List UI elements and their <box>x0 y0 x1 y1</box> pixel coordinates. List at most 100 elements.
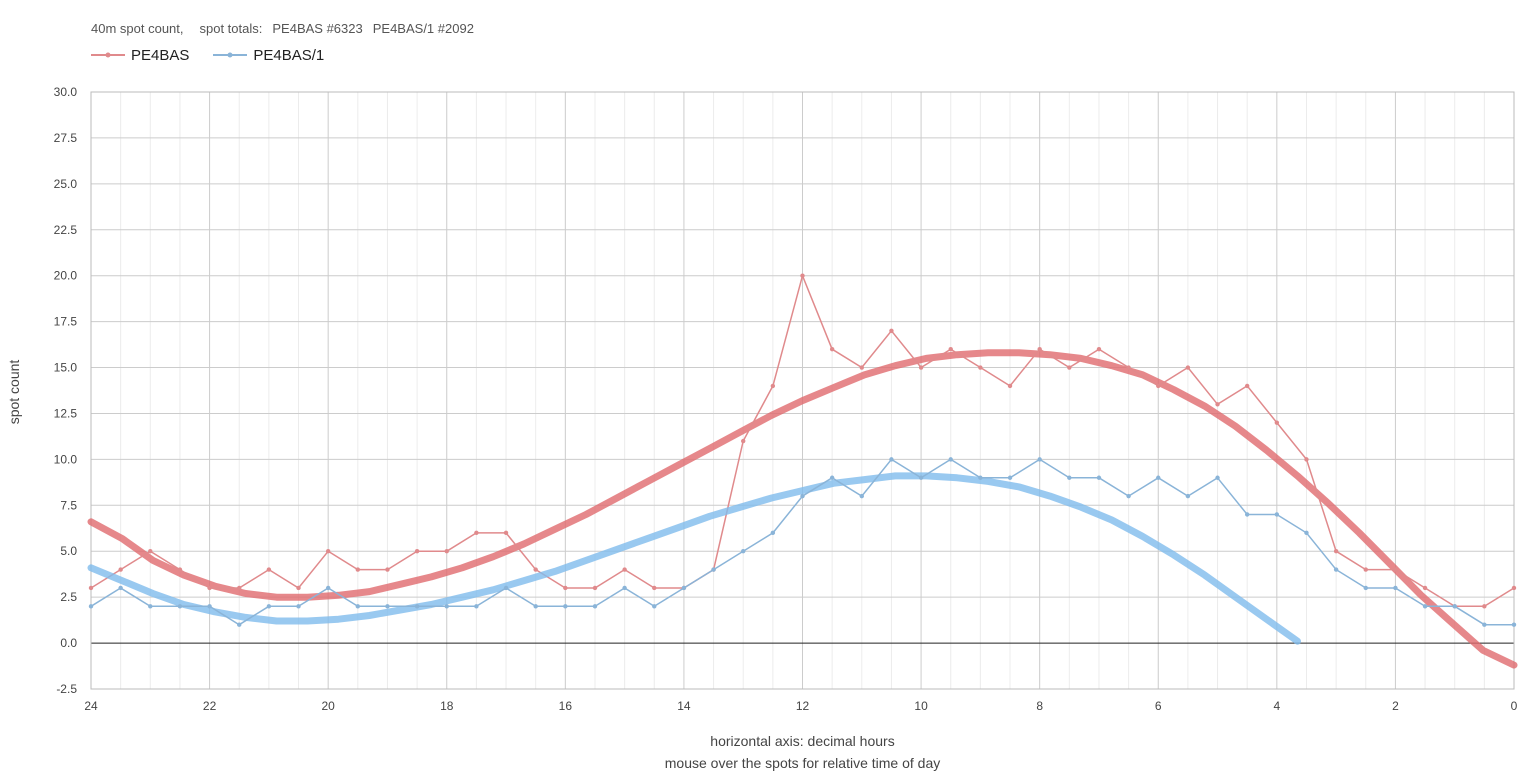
data-point[interactable] <box>444 604 449 609</box>
data-point[interactable] <box>770 530 776 536</box>
data-point[interactable] <box>177 567 183 572</box>
data-point[interactable] <box>1215 402 1220 407</box>
data-point[interactable] <box>1126 365 1131 370</box>
data-point[interactable] <box>978 475 983 480</box>
data-point[interactable] <box>1363 567 1368 572</box>
data-point[interactable] <box>1274 420 1280 425</box>
data-point[interactable] <box>118 585 123 591</box>
data-point[interactable] <box>1511 585 1517 591</box>
data-point[interactable] <box>622 585 627 591</box>
data-point[interactable] <box>1422 604 1428 609</box>
data-point[interactable] <box>948 346 953 352</box>
data-point[interactable] <box>592 585 598 591</box>
data-point[interactable] <box>1363 585 1368 591</box>
data-point[interactable] <box>918 365 924 370</box>
data-point[interactable] <box>741 549 746 554</box>
data-point[interactable] <box>563 585 568 591</box>
data-point[interactable] <box>1244 512 1250 517</box>
data-point[interactable] <box>622 567 627 572</box>
data-point[interactable] <box>444 549 449 554</box>
data-point[interactable] <box>1511 622 1517 627</box>
data-point[interactable] <box>800 273 805 278</box>
data-point[interactable] <box>889 328 894 333</box>
data-point[interactable] <box>1244 383 1250 389</box>
data-point[interactable] <box>859 493 864 499</box>
data-point[interactable] <box>1393 585 1398 591</box>
data-point[interactable] <box>829 475 835 480</box>
data-point[interactable] <box>652 604 657 609</box>
data-point[interactable] <box>148 549 153 554</box>
data-point[interactable] <box>118 567 123 572</box>
data-point[interactable] <box>325 585 331 591</box>
data-point[interactable] <box>1067 475 1072 480</box>
data-point[interactable] <box>1067 365 1072 370</box>
data-point[interactable] <box>711 567 716 572</box>
data-point[interactable] <box>1452 604 1457 609</box>
data-point[interactable] <box>681 585 687 591</box>
data-point[interactable] <box>1333 549 1339 554</box>
data-point[interactable] <box>88 585 94 591</box>
data-point[interactable] <box>1096 475 1102 480</box>
data-point[interactable] <box>266 604 272 609</box>
data-point[interactable] <box>533 567 538 572</box>
data-point[interactable] <box>1274 512 1280 517</box>
data-point[interactable] <box>414 604 420 609</box>
data-point[interactable] <box>177 604 183 609</box>
data-point[interactable] <box>237 585 242 591</box>
data-point[interactable] <box>978 365 983 370</box>
series-pe4bas-1[interactable] <box>87 457 1517 645</box>
data-point[interactable] <box>1007 383 1013 389</box>
data-point[interactable] <box>1482 604 1487 609</box>
data-point[interactable] <box>1037 457 1042 462</box>
data-point[interactable] <box>1156 475 1161 480</box>
data-point[interactable] <box>385 567 390 572</box>
data-point[interactable] <box>474 604 479 609</box>
data-point[interactable] <box>1422 585 1428 591</box>
data-point[interactable] <box>918 475 924 480</box>
data-point[interactable] <box>948 457 953 462</box>
data-point[interactable] <box>148 604 153 609</box>
data-point[interactable] <box>1185 493 1191 499</box>
data-point[interactable] <box>1482 622 1487 627</box>
data-point[interactable] <box>1156 383 1161 389</box>
data-point[interactable] <box>385 604 390 609</box>
data-point[interactable] <box>592 604 598 609</box>
data-point[interactable] <box>237 622 242 627</box>
data-point[interactable] <box>207 604 212 609</box>
data-point[interactable] <box>1304 530 1309 536</box>
data-point[interactable] <box>1037 346 1042 352</box>
series-pe4bas[interactable] <box>87 273 1518 669</box>
data-point[interactable] <box>770 383 776 389</box>
legend-item-pe4bas[interactable]: PE4BAS <box>91 46 189 64</box>
data-point[interactable] <box>474 530 479 536</box>
data-point[interactable] <box>414 549 420 554</box>
data-point[interactable] <box>88 604 94 609</box>
data-point[interactable] <box>1126 493 1131 499</box>
data-point[interactable] <box>859 365 864 370</box>
data-point[interactable] <box>741 438 746 444</box>
series-layer[interactable] <box>87 273 1518 669</box>
data-point[interactable] <box>266 567 272 572</box>
data-point[interactable] <box>829 346 835 352</box>
data-point[interactable] <box>355 604 361 609</box>
data-point[interactable] <box>563 604 568 609</box>
data-point[interactable] <box>533 604 538 609</box>
data-point[interactable] <box>503 530 509 536</box>
data-point[interactable] <box>296 604 301 609</box>
legend-item-pe4bas1[interactable]: PE4BAS/1 <box>213 46 324 64</box>
data-point[interactable] <box>1393 567 1398 572</box>
data-point[interactable] <box>325 549 331 554</box>
data-point[interactable] <box>1096 346 1102 352</box>
data-point[interactable] <box>1333 567 1339 572</box>
data-point[interactable] <box>355 567 361 572</box>
data-point[interactable] <box>1007 475 1013 480</box>
data-point[interactable] <box>207 585 212 591</box>
data-point[interactable] <box>652 585 657 591</box>
data-point[interactable] <box>1304 457 1309 462</box>
data-point[interactable] <box>889 457 894 462</box>
data-point[interactable] <box>1185 365 1191 370</box>
data-point[interactable] <box>296 585 301 591</box>
data-point[interactable] <box>1215 475 1220 480</box>
data-point[interactable] <box>503 585 509 591</box>
